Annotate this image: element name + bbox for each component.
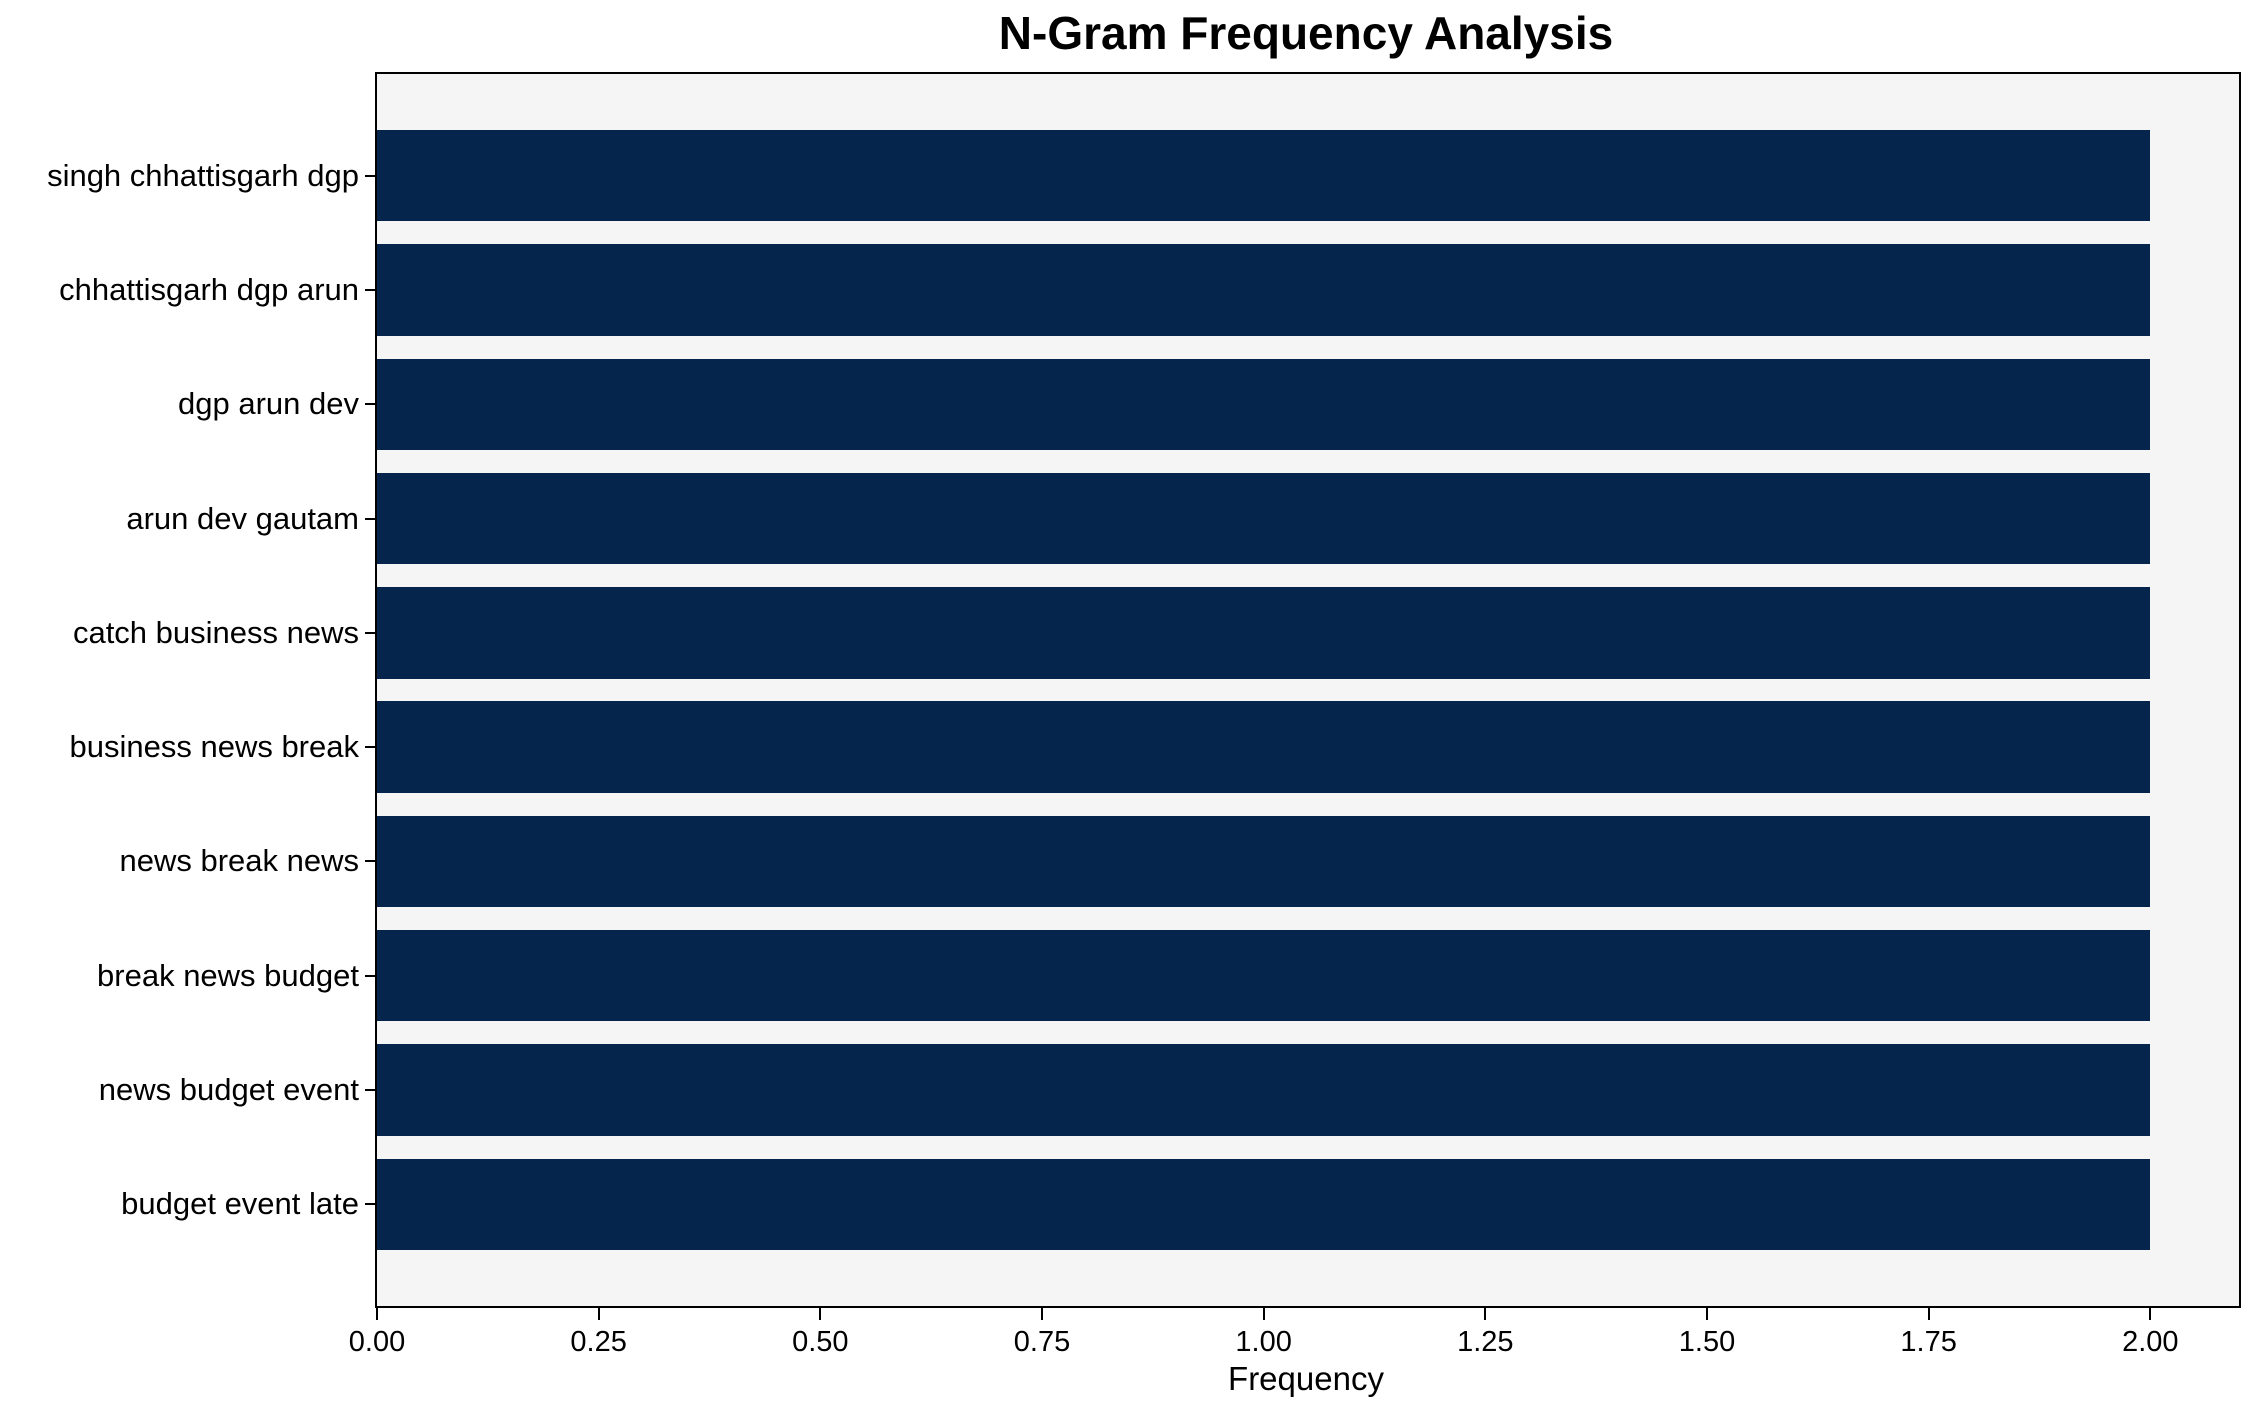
bar xyxy=(377,587,2151,679)
y-tick-label: news break news xyxy=(119,843,359,879)
y-tick-mark xyxy=(365,174,375,177)
x-tick-mark xyxy=(2149,1308,2152,1320)
y-tick-label: catch business news xyxy=(72,614,359,650)
y-tick-mark xyxy=(365,974,375,977)
x-tick-mark xyxy=(1706,1308,1708,1320)
y-tick-mark xyxy=(365,289,375,291)
y-tick-label: news budget event xyxy=(98,1072,359,1107)
y-tick-label: dgp arun dev xyxy=(178,386,359,422)
bar xyxy=(377,130,2151,222)
bar xyxy=(377,244,2151,336)
x-tick-label: 0.25 xyxy=(570,1326,627,1358)
x-tick-mark xyxy=(597,1308,600,1320)
y-tick-mark xyxy=(365,746,375,749)
y-tick-mark xyxy=(365,860,375,863)
y-tick-mark xyxy=(365,1089,375,1091)
y-tick-mark xyxy=(365,517,375,520)
x-tick-mark xyxy=(376,1308,378,1320)
x-tick-label: 2.00 xyxy=(2122,1326,2179,1358)
x-tick-mark xyxy=(1041,1308,1043,1320)
bar xyxy=(377,358,2151,450)
x-tick-mark xyxy=(1484,1308,1487,1320)
bar xyxy=(377,1158,2151,1250)
x-tick-label: 1.00 xyxy=(1235,1326,1292,1358)
y-tick-label: break news budget xyxy=(97,957,359,993)
y-tick-label: budget event late xyxy=(121,1186,359,1222)
chart-title: N-Gram Frequency Analysis xyxy=(998,7,1614,59)
bar xyxy=(377,1044,2151,1136)
bar xyxy=(377,930,2151,1022)
bar xyxy=(377,815,2151,908)
x-tick-label: 0.00 xyxy=(348,1326,406,1358)
bar xyxy=(377,472,2151,565)
y-tick-mark xyxy=(365,403,375,406)
x-tick-label: 0.75 xyxy=(1013,1326,1071,1358)
x-tick-label: 1.25 xyxy=(1457,1326,1514,1358)
y-tick-mark xyxy=(365,631,375,634)
y-tick-label: singh chhattisgarh dgp xyxy=(47,157,359,193)
x-tick-label: 1.75 xyxy=(1900,1326,1957,1358)
y-tick-label: chhattisgarh dgp arun xyxy=(59,272,359,307)
y-tick-mark xyxy=(365,1203,375,1206)
bar xyxy=(377,701,2151,793)
x-tick-mark xyxy=(1927,1308,1930,1320)
y-tick-label: arun dev gautam xyxy=(126,500,359,536)
x-axis-label: Frequency xyxy=(1228,1360,1384,1397)
x-tick-mark xyxy=(1262,1308,1265,1320)
plot-area xyxy=(375,72,2241,1308)
y-tick-label: business news break xyxy=(69,729,360,765)
x-tick-label: 1.50 xyxy=(1678,1326,1736,1358)
x-tick-label: 0.50 xyxy=(792,1326,849,1358)
x-tick-mark xyxy=(819,1308,822,1320)
